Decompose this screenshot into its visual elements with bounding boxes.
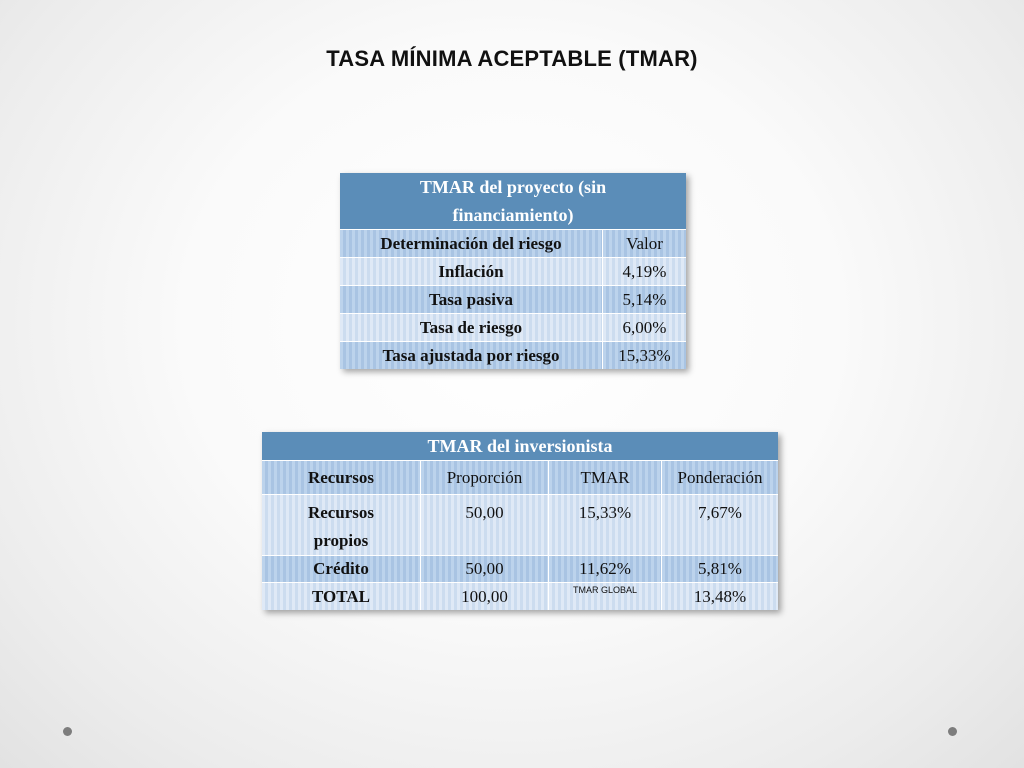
table-row: TOTAL 100,00 TMAR GLOBAL 13,48% [262, 583, 778, 610]
row-ponderacion: 5,81% [662, 556, 778, 583]
tmar-proyecto-header-line2: financiamiento) [452, 205, 574, 225]
col-header-valor: Valor [603, 230, 686, 258]
row-label: Tasa ajustada por riesgo [340, 342, 603, 369]
table-row: Recursos propios 50,00 15,33% 7,67% [262, 495, 778, 556]
tmar-proyecto-table: TMAR del proyecto (sin financiamiento) D… [340, 173, 686, 369]
page-title: TASA MÍNIMA ACEPTABLE (TMAR) [326, 46, 698, 71]
row-value: 6,00% [603, 314, 686, 342]
row-ponderacion: 13,48% [662, 583, 778, 610]
row-proporcion: 50,00 [421, 556, 549, 583]
tmar-global-label: TMAR GLOBAL [549, 583, 662, 610]
col-header-proporcion: Proporción [421, 461, 549, 495]
tmar-proyecto-header: TMAR del proyecto (sin financiamiento) [340, 173, 686, 230]
row-recurso: TOTAL [262, 583, 421, 610]
decorative-dot-right [948, 727, 957, 736]
tmar-inversionista-header: TMAR del inversionista [262, 432, 778, 461]
table-row: Tasa ajustada por riesgo 15,33% [340, 342, 686, 369]
table-row: Tasa pasiva 5,14% [340, 286, 686, 314]
tmar-proyecto-header-line1: TMAR del proyecto (sin [419, 177, 607, 197]
col-header-ponderacion: Ponderación [662, 461, 778, 495]
row-value: 15,33% [603, 342, 686, 369]
row-tmar: 11,62% [549, 556, 662, 583]
row-recurso-line1: Recursos [307, 503, 375, 522]
row-label: Tasa pasiva [340, 286, 603, 314]
row-recurso: Recursos propios [262, 495, 421, 556]
table-row: Tasa de riesgo 6,00% [340, 314, 686, 342]
row-recurso-line2: propios [313, 531, 369, 550]
row-proporcion: 100,00 [421, 583, 549, 610]
col-header-riesgo: Determinación del riesgo [340, 230, 603, 258]
table-row: Crédito 50,00 11,62% 5,81% [262, 556, 778, 583]
row-value: 5,14% [603, 286, 686, 314]
col-header-tmar: TMAR [549, 461, 662, 495]
table-row: Inflación 4,19% [340, 258, 686, 286]
row-value: 4,19% [603, 258, 686, 286]
decorative-dot-left [63, 727, 72, 736]
row-label: Inflación [340, 258, 603, 286]
row-recurso: Crédito [262, 556, 421, 583]
col-header-recursos: Recursos [262, 461, 421, 495]
row-tmar: 15,33% [549, 495, 662, 556]
row-proporcion: 50,00 [421, 495, 549, 556]
row-label: Tasa de riesgo [340, 314, 603, 342]
tmar-inversionista-table: TMAR del inversionista Recursos Proporci… [262, 432, 778, 610]
row-ponderacion: 7,67% [662, 495, 778, 556]
